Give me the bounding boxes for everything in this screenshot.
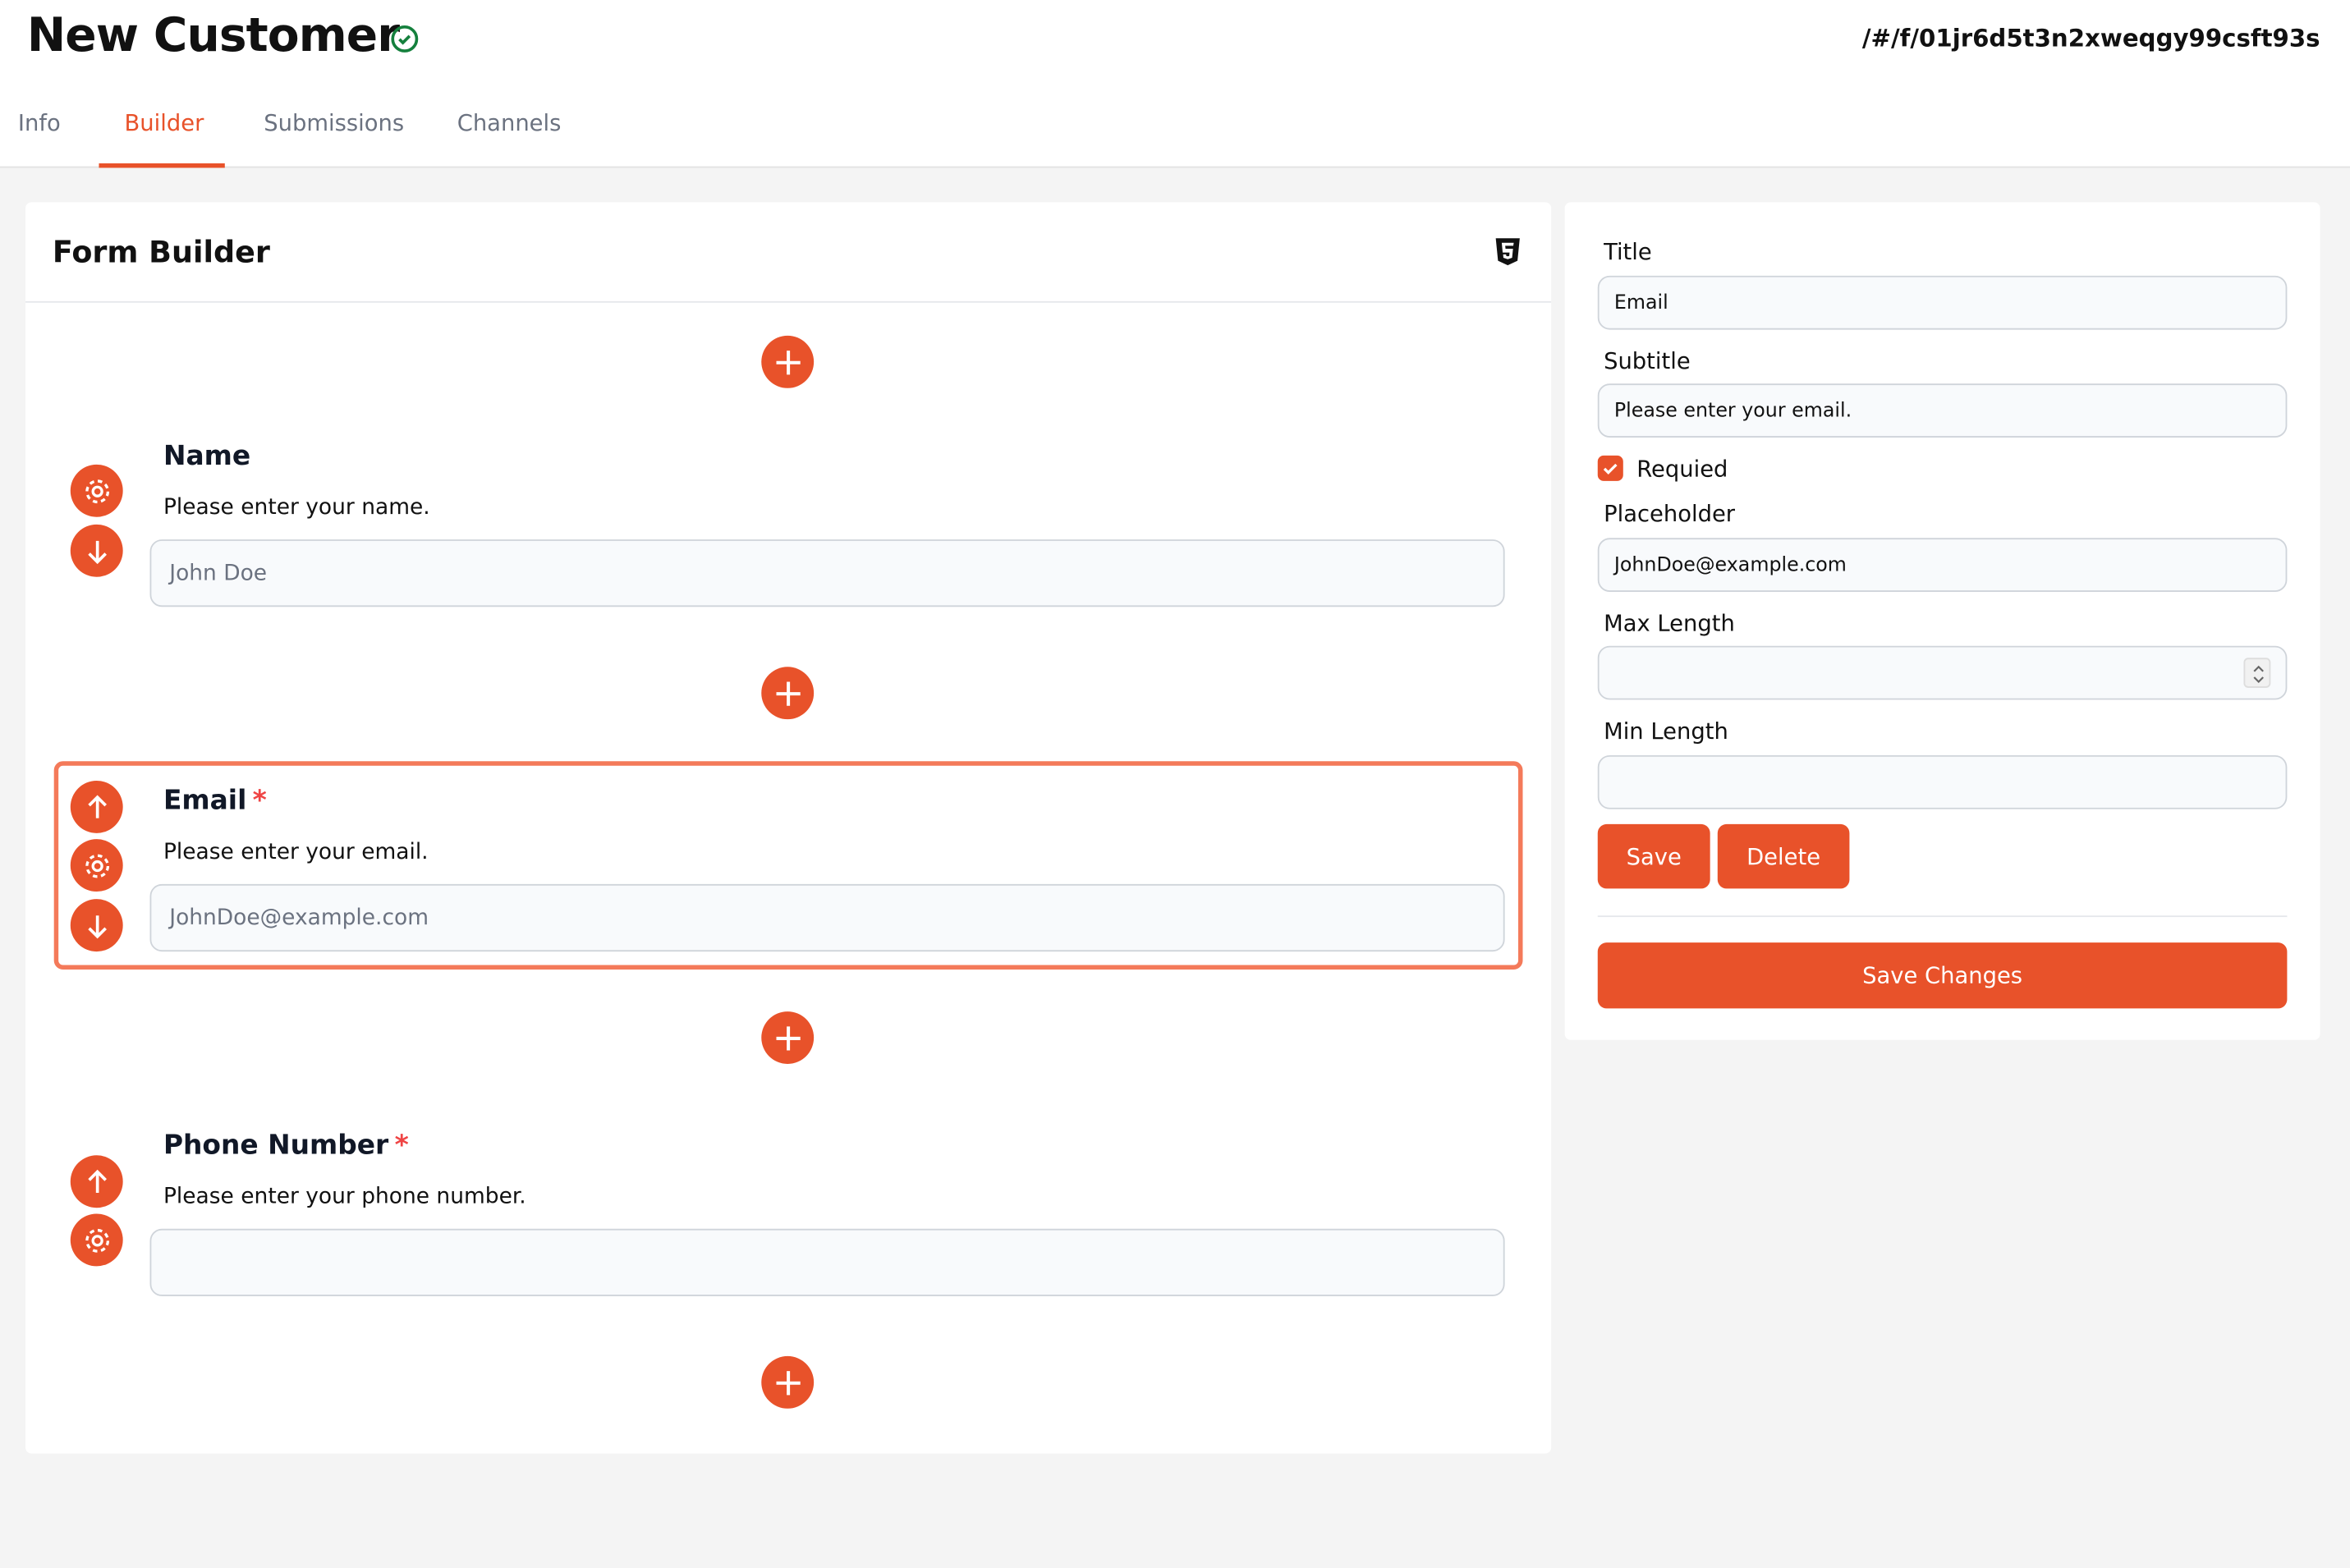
required-mark: *: [252, 785, 267, 817]
selected-field-outline[interactable]: [53, 761, 1523, 970]
add-field-button[interactable]: [761, 335, 815, 388]
form-url: /#/f/01jr6d5t3n2xweqgy99csft93s: [1861, 24, 2320, 53]
move-up-button[interactable]: [70, 780, 123, 833]
gear-icon: [85, 479, 109, 503]
subtitle-label: Subtitle: [1604, 347, 1691, 375]
move-down-button[interactable]: [70, 524, 123, 577]
title-label: Title: [1604, 238, 1652, 266]
tab-channels[interactable]: Channels: [457, 109, 562, 137]
arrow-up-icon: [87, 1168, 107, 1193]
add-field-button[interactable]: [761, 667, 815, 720]
min-length-input[interactable]: [1597, 754, 2288, 809]
checkmark-icon: [1603, 463, 1618, 475]
check-circle-icon: [391, 25, 419, 53]
field-settings-button[interactable]: [70, 1213, 123, 1267]
min-length-label: Min Length: [1604, 718, 1728, 745]
move-up-button[interactable]: [70, 1155, 123, 1208]
tab-info[interactable]: Info: [17, 109, 61, 137]
tab-builder[interactable]: Builder: [124, 109, 204, 137]
field-settings-button[interactable]: [70, 464, 123, 517]
subtitle-input[interactable]: Please enter your email.: [1597, 383, 2288, 438]
html5-icon[interactable]: [1494, 236, 1522, 267]
plus-icon: [775, 1025, 800, 1050]
placeholder-input[interactable]: JohnDoe@example.com: [1597, 538, 2288, 592]
phone-input[interactable]: [149, 1228, 1505, 1296]
page-header: [0, 0, 2350, 168]
plus-icon: [775, 1370, 800, 1395]
field-subtitle: Please enter your email.: [163, 840, 429, 865]
field-settings-button[interactable]: [70, 839, 123, 892]
add-field-button[interactable]: [761, 1355, 815, 1409]
active-tab-indicator: [99, 163, 225, 168]
field-subtitle: Please enter your phone number.: [163, 1185, 526, 1210]
email-input[interactable]: JohnDoe@example.com: [149, 883, 1505, 952]
number-spinner-icon[interactable]: [2243, 658, 2271, 688]
max-length-label: Max Length: [1604, 609, 1735, 637]
field-editor-card: [1564, 202, 2320, 1040]
placeholder-label: Placeholder: [1604, 500, 1736, 528]
move-down-button[interactable]: [70, 899, 123, 952]
divider: [25, 300, 1552, 303]
add-field-button[interactable]: [761, 1011, 815, 1064]
arrow-up-icon: [87, 794, 107, 818]
plus-icon: [775, 350, 800, 374]
plus-icon: [775, 681, 800, 705]
field-title: Email *: [163, 785, 267, 817]
divider: [1597, 915, 2288, 918]
required-mark: *: [394, 1130, 409, 1162]
title-input[interactable]: Email: [1597, 275, 2288, 330]
required-checkbox[interactable]: [1597, 455, 1623, 481]
field-title: Phone Number *: [163, 1130, 409, 1162]
save-changes-button[interactable]: Save Changes: [1597, 942, 2288, 1009]
save-button[interactable]: Save: [1597, 823, 1710, 889]
required-label: Requied: [1636, 455, 1728, 483]
name-input[interactable]: John Doe: [149, 539, 1505, 607]
gear-icon: [85, 853, 109, 878]
field-title: Name: [163, 440, 251, 472]
field-subtitle: Please enter your name.: [163, 496, 430, 520]
gear-icon: [85, 1228, 109, 1252]
arrow-down-icon: [87, 540, 107, 564]
form-builder-title: Form Builder: [52, 233, 270, 270]
arrow-down-icon: [87, 915, 107, 938]
max-length-input[interactable]: [1597, 645, 2288, 700]
page-title: New Customer: [26, 8, 400, 63]
tab-submissions[interactable]: Submissions: [264, 109, 405, 137]
delete-button[interactable]: Delete: [1717, 823, 1850, 889]
